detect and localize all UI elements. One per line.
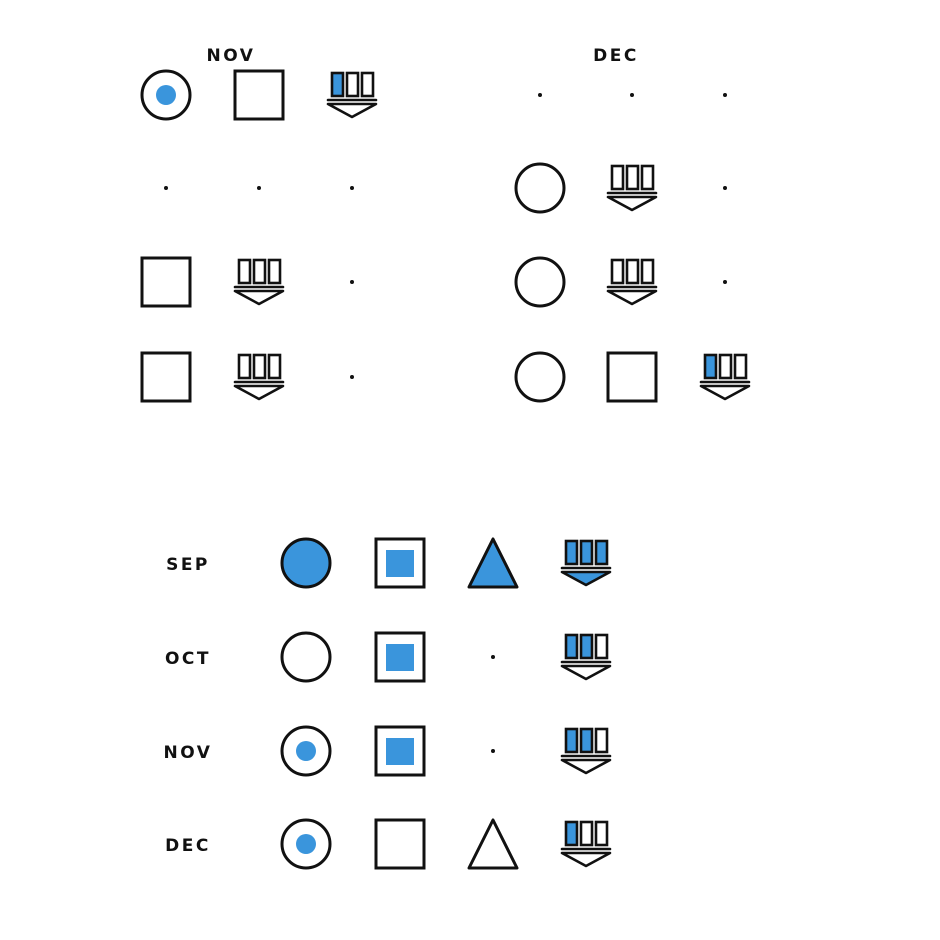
bars-arrow-icon [560,539,612,587]
bars-arrow-icon [699,353,751,401]
square-icon [140,256,192,308]
dot-icon [350,280,354,284]
dot-icon [350,186,354,190]
dot-icon [491,749,495,753]
bars-arrow-icon [606,258,658,306]
dot-icon [630,93,634,97]
square-icon [233,69,285,121]
circle-icon [514,162,566,214]
dot-icon [350,375,354,379]
circle-dot-icon [280,818,332,870]
bars-arrow-icon [606,164,658,212]
month-row: DEC [165,818,612,870]
nov-row [140,256,354,308]
dot-icon [257,186,261,190]
nov-row [164,186,354,190]
bottom-section: SEP OCT NOV DEC [164,537,612,870]
dot-icon [723,186,727,190]
month-label: SEP [166,555,210,575]
bars-arrow-icon [560,727,612,775]
dec-row [514,351,751,403]
dot-icon [538,93,542,97]
triangle-icon [467,818,519,870]
nov-row [140,351,354,403]
bars-arrow-icon [326,71,378,119]
month-label: OCT [165,649,211,669]
dec-column-label: DEC [593,46,639,66]
circle-icon [514,351,566,403]
month-row: SEP [166,537,612,589]
bars-arrow-icon [233,258,285,306]
circle-icon [514,256,566,308]
month-row: NOV [164,725,612,777]
filled-square-icon [374,631,426,683]
circle-dot-icon [280,725,332,777]
month-row: OCT [165,631,612,683]
month-label: NOV [164,743,213,763]
dot-icon [723,93,727,97]
square-icon [140,351,192,403]
month-label: DEC [165,836,211,856]
circle-icon [280,631,332,683]
dec-row [514,256,727,308]
filled-square-icon [374,537,426,589]
bars-arrow-icon [560,633,612,681]
dec-row [538,93,727,97]
dot-icon [723,280,727,284]
nov-column-label: NOV [207,46,256,66]
top-section: NOV DEC [140,46,751,403]
filled-circle-icon [280,537,332,589]
nov-row [140,69,378,121]
square-icon [606,351,658,403]
dot-icon [164,186,168,190]
bars-arrow-icon [560,820,612,868]
dec-row [514,162,727,214]
dot-icon [491,655,495,659]
square-icon [374,818,426,870]
filled-triangle-icon [467,537,519,589]
filled-square-icon [374,725,426,777]
bars-arrow-icon [233,353,285,401]
circle-dot-icon [140,69,192,121]
